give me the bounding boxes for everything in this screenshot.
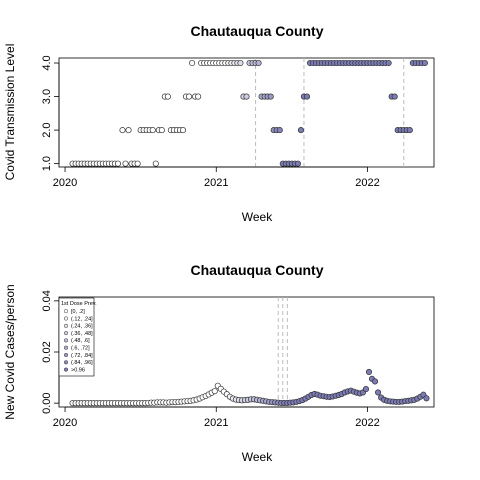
data-point xyxy=(134,160,141,167)
data-point xyxy=(297,127,304,134)
x-tick-label: 2021 xyxy=(204,417,228,429)
legend-item: (.12, .24] xyxy=(71,316,93,322)
data-point xyxy=(185,93,193,100)
y-axis-label-bottom: New Covid Cases/person xyxy=(3,284,17,419)
y-tick-label: 4.0 xyxy=(41,55,53,70)
data-point xyxy=(211,388,218,395)
data-point xyxy=(391,93,398,100)
data-point xyxy=(406,127,413,134)
legend-swatch xyxy=(63,309,69,314)
x-axis-label-bottom: Week xyxy=(242,450,273,464)
x-axis-top: 2020 2021 2022 xyxy=(53,166,380,189)
plot-frame-top xyxy=(58,57,435,168)
chart-title-bottom: Chautauqua County xyxy=(191,262,324,278)
x-axis-bottom: 2020 2021 2022 xyxy=(53,406,380,429)
cases-chart: Chautauqua County 2020 2021 2022 0.000.020… xyxy=(3,262,435,464)
data-point xyxy=(149,127,156,134)
data-point xyxy=(303,93,311,100)
legend-item: (.24, .36] xyxy=(71,324,93,330)
x-axis-label-top: Week xyxy=(242,210,273,224)
transmission-chart: Chautauqua County 2020 2021 2022 1.0 2.0 3.0… xyxy=(3,23,435,224)
data-point xyxy=(237,59,244,67)
y-tick-label: 2.0 xyxy=(41,122,53,137)
legend-item: (.48, .6] xyxy=(71,338,90,344)
data-point xyxy=(267,93,274,100)
x-tick-label: 2022 xyxy=(355,177,379,189)
data-point xyxy=(125,127,132,134)
points-top xyxy=(69,59,428,167)
legend: 1st Dose Prev. [0, .2](.12, .24] (.24, .3… xyxy=(58,297,97,377)
legend-swatch xyxy=(63,367,69,372)
legend-item: [0, .2] xyxy=(71,309,85,315)
legend-item: (.6, .72] xyxy=(71,346,90,352)
chart-title-top: Chautauqua County xyxy=(191,23,324,39)
y-axis-top: 1.0 2.0 3.0 4.0 xyxy=(41,55,60,171)
y-tick-label: 3.0 xyxy=(41,89,53,104)
legend-swatch xyxy=(63,331,69,336)
legend-swatch xyxy=(63,360,69,365)
y-tick-label: 0.04 xyxy=(41,290,53,311)
y-tick-label: 0.00 xyxy=(41,392,53,413)
y-axis-label-top: Covid Transmission Level xyxy=(3,44,17,181)
vlines-bottom xyxy=(277,297,288,407)
legend-swatch xyxy=(63,345,69,350)
data-point xyxy=(119,127,126,134)
legend-item: (.84, .96] xyxy=(71,360,93,366)
data-point xyxy=(195,93,202,100)
legend-swatch xyxy=(63,352,69,358)
data-point xyxy=(276,127,283,134)
legend-item: (.72, .84] xyxy=(71,353,93,359)
data-point xyxy=(164,93,171,100)
x-tick-label: 2021 xyxy=(204,177,228,189)
data-point xyxy=(243,93,250,100)
vlines-top xyxy=(255,58,405,167)
data-point xyxy=(114,160,122,167)
legend-title: 1st Dose Prev. xyxy=(61,301,97,307)
data-point xyxy=(421,59,428,67)
y-axis-bottom: 0.00 0.02 0.04 xyxy=(41,290,60,414)
x-tick-label: 2020 xyxy=(53,177,77,189)
data-point xyxy=(158,127,165,134)
legend-swatch xyxy=(63,323,69,328)
data-point xyxy=(189,59,196,67)
y-tick-label: 0.02 xyxy=(41,341,53,362)
legend-item: (.36, .48] xyxy=(71,331,93,337)
legend-item: >0.96 xyxy=(71,367,85,373)
points-bottom xyxy=(69,368,430,407)
data-point xyxy=(375,389,382,396)
data-point xyxy=(122,160,129,167)
data-point xyxy=(385,59,392,67)
data-point xyxy=(365,368,373,376)
x-tick-label: 2020 xyxy=(53,417,77,429)
data-point xyxy=(423,395,430,402)
data-point xyxy=(255,59,262,67)
data-point xyxy=(294,160,301,167)
legend-swatch xyxy=(63,338,69,343)
data-point xyxy=(152,160,159,167)
y-tick-label: 1.0 xyxy=(41,156,53,171)
data-point xyxy=(179,127,187,134)
legend-swatch xyxy=(63,316,69,321)
data-point xyxy=(362,386,370,393)
x-tick-label: 2022 xyxy=(355,417,379,429)
data-point xyxy=(371,378,379,385)
